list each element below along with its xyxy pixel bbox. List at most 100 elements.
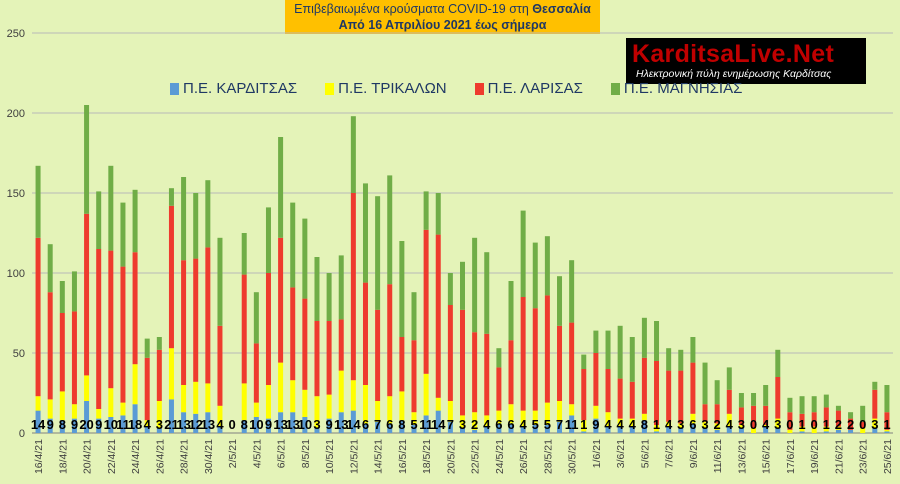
bar-segment-2-38 [496,367,502,411]
bar-segment-2-46 [593,353,599,406]
bar-segment-1-61 [775,418,781,429]
x-tick-label: 22/4/21 [106,439,118,474]
data-label-karditsa: 4 [520,417,528,432]
bar-segment-2-62 [787,412,793,430]
bar-segment-3-61 [775,349,781,377]
bar-segment-3-51 [654,321,660,361]
bar-segment-1-43 [557,401,563,422]
x-tick-label: 10/5/21 [324,439,336,474]
bar-segment-0-9 [144,426,150,433]
data-label-karditsa: 1 [580,417,587,432]
bar-segment-1-51 [654,425,660,432]
bar-segment-2-20 [278,237,284,363]
bar-segment-2-51 [654,361,660,425]
bar-segment-3-24 [326,273,332,321]
bar-segment-1-3 [71,404,77,419]
bar-segment-3-33 [435,193,441,235]
bar-segment-0-39 [508,423,514,433]
bar-segment-2-8 [132,252,138,365]
bar-segment-3-26 [350,116,356,193]
bar-segment-2-56 [714,404,720,424]
chart-legend: Π.Ε. ΚΑΡΔΙΤΣΑΣ Π.Ε. ΤΡΙΚΑΛΩΝ Π.Ε. ΛΑΡΙΣΑ… [170,80,770,97]
bar-segment-2-60 [763,405,769,425]
bar-segment-2-61 [775,377,781,419]
data-label-karditsa: 10 [104,417,118,432]
bar-segment-3-60 [763,385,769,406]
bar-segment-1-70 [884,429,890,432]
bar-segment-1-31 [411,412,417,425]
bar-segment-3-35 [460,261,465,310]
bar-segment-3-29 [387,175,393,285]
bar-segment-0-50 [641,420,647,433]
bar-segment-3-70 [884,385,890,413]
x-tick-label: 18/4/21 [57,439,69,474]
bar-segment-0-58 [738,428,744,433]
data-label-karditsa: 8 [59,417,66,432]
data-label-karditsa: 4 [762,417,770,432]
x-tick-label: 12/5/21 [348,439,360,474]
bar-segment-1-59 [751,428,757,433]
x-tick-label: 21/6/21 [833,439,845,474]
bar-segment-3-19 [265,207,271,273]
bar-segment-3-37 [484,252,490,334]
x-tick-label: 18/5/21 [421,439,433,474]
bar-segment-2-12 [181,260,187,385]
data-label-karditsa: 20 [79,417,93,432]
bar-segment-1-41 [532,410,538,425]
data-label-karditsa: 3 [701,417,708,432]
bar-segment-1-54 [690,413,696,424]
x-tick-label: 1/6/21 [591,439,603,468]
bar-segment-1-62 [787,429,793,433]
bar-segment-0-20 [278,412,284,433]
data-label-karditsa: 2 [471,417,478,432]
bar-segment-2-43 [557,325,563,401]
bar-segment-2-26 [350,193,356,381]
bar-segment-2-14 [205,247,211,384]
bar-segment-0-7 [120,415,126,433]
x-tick-label: 6/5/21 [276,439,288,468]
bar-segment-1-8 [132,364,138,405]
bar-segment-2-28 [375,309,381,401]
bar-segment-3-31 [411,292,417,341]
data-label-karditsa: 13 [285,417,299,432]
bar-segment-2-44 [569,322,575,405]
data-label-karditsa: 4 [629,417,637,432]
bar-segment-2-2 [59,313,65,392]
bar-segment-3-40 [520,210,526,297]
x-tick-label: 16/4/21 [33,439,45,474]
data-label-karditsa: 1 [653,417,660,432]
bar-segment-3-23 [314,257,320,321]
bar-segment-2-57 [726,389,732,414]
bar-segment-0-29 [387,423,393,433]
data-label-karditsa: 9 [265,417,272,432]
data-label-karditsa: 13 [176,417,190,432]
data-label-karditsa: 6 [495,417,502,432]
bar-segment-0-11 [168,399,174,433]
data-label-karditsa: 9 [71,417,78,432]
bar-segment-2-27 [362,282,368,385]
bar-segment-1-28 [375,401,381,422]
bar-segment-1-7 [120,402,126,416]
bar-segment-3-66 [835,405,841,411]
bar-segment-2-36 [472,332,478,413]
data-label-karditsa: 13 [201,417,215,432]
data-label-karditsa: 13 [273,417,287,432]
y-tick-label: 200 [7,108,25,120]
x-tick-label: 25/6/21 [882,439,894,474]
bar-segment-3-9 [144,338,150,358]
legend-item-trikala: Π.Ε. ΤΡΙΚΑΛΩΝ [325,80,447,97]
data-label-karditsa: 11 [116,417,130,432]
bar-segment-1-15 [217,405,223,427]
bar-segment-2-34 [447,305,453,401]
bar-segment-0-14 [205,412,211,433]
data-label-karditsa: 3 [677,417,684,432]
bar-segment-2-41 [532,308,538,411]
data-label-karditsa: 21 [164,417,178,432]
site-logo[interactable]: KarditsaLive.Net Ηλεκτρονική πύλη ενημέρ… [626,38,866,84]
bar-segment-3-45 [581,354,587,369]
title-region: Θεσσαλία [532,2,591,16]
bar-segment-1-58 [738,425,744,429]
bar-segment-2-52 [666,370,672,422]
bar-segment-2-37 [484,333,490,416]
